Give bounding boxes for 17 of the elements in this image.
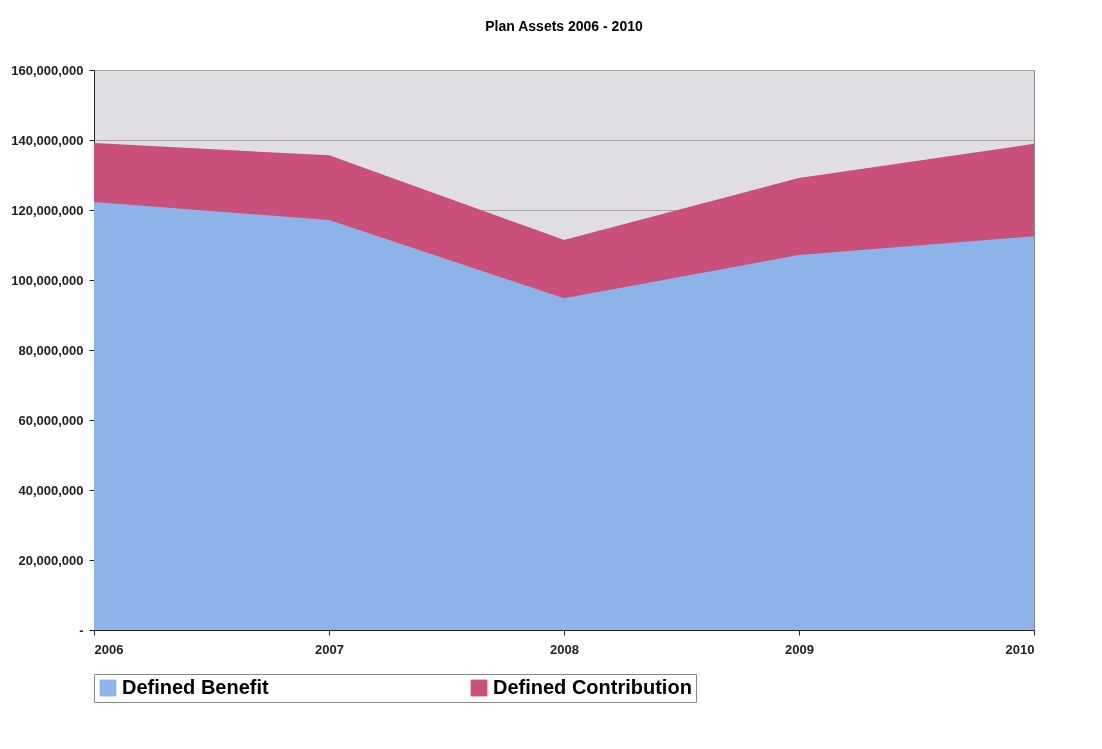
y-tick-label: 40,000,000 [18,482,84,498]
chart-title: Plan Assets 2006 - 2010 [485,18,643,34]
x-tick-label: 2010 [1005,641,1035,657]
y-tick-label: - [79,622,84,638]
x-tick-label: 2006 [94,641,124,657]
y-tick-label: 80,000,000 [18,342,84,358]
y-tick-label: 100,000,000 [11,272,84,288]
legend-label: Defined Benefit [122,676,270,698]
x-tick-label: 2009 [785,641,814,657]
x-tick-label: 2007 [315,641,344,657]
y-tick-label: 160,000,000 [11,62,84,78]
x-tick-label: 2008 [550,641,579,657]
legend-label: Defined Contribution [493,676,692,698]
y-tick-label: 60,000,000 [18,412,84,428]
y-tick-label: 120,000,000 [11,202,84,218]
y-tick-label: 20,000,000 [18,552,84,568]
y-tick-label: 140,000,000 [11,132,84,148]
